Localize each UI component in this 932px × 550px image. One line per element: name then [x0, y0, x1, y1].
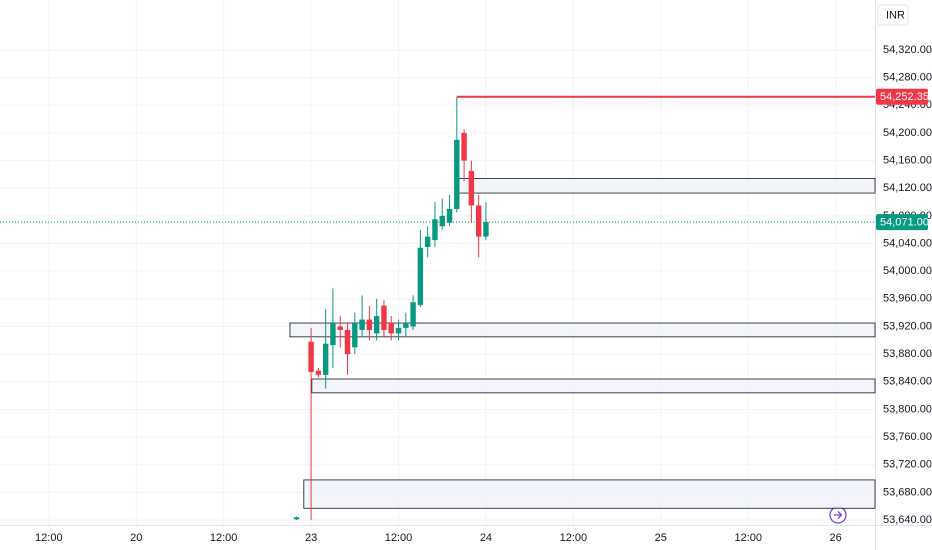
candle-body	[439, 215, 445, 227]
y-tick-label: 53,880.00	[883, 348, 932, 360]
x-tick-label: 12:00	[734, 532, 762, 544]
candle-body	[322, 343, 329, 375]
candle-body	[461, 132, 467, 161]
candle-body	[432, 219, 438, 241]
y-tick-label: 53,800.00	[883, 403, 932, 415]
candle-body	[403, 323, 409, 328]
candle-body	[308, 341, 314, 373]
candle-body	[352, 323, 358, 348]
candle-body	[468, 170, 475, 206]
candle-body	[373, 316, 380, 334]
candle-body	[483, 222, 489, 237]
candle-body	[293, 517, 300, 520]
y-tick-label: 53,840.00	[883, 376, 932, 388]
price-label-box	[876, 88, 928, 105]
zone	[311, 378, 876, 394]
zone	[456, 178, 876, 194]
candle-body	[388, 323, 394, 334]
y-tick-label: 53,760.00	[883, 431, 932, 443]
candle-body	[424, 236, 431, 247]
candle-body	[395, 327, 402, 334]
scroll-button[interactable]	[829, 506, 847, 524]
y-tick-label: 54,160.00	[883, 154, 932, 166]
currency-label[interactable]: INR	[886, 9, 905, 21]
candle-body	[381, 305, 387, 330]
x-tick-label: 12:00	[210, 532, 238, 544]
candle-body	[417, 247, 424, 306]
x-tick-label: 25	[655, 532, 667, 544]
candle-body	[344, 329, 351, 355]
x-tick-label: 24	[480, 532, 492, 544]
x-tick-label: 12:00	[560, 532, 588, 544]
y-tick-label: 54,280.00	[883, 72, 932, 84]
candle-body	[410, 302, 416, 327]
x-tick-label: 23	[305, 532, 317, 544]
y-tick-label: 54,200.00	[883, 127, 932, 139]
candle-body	[337, 326, 343, 330]
candle-body	[366, 319, 373, 330]
x-tick-label: 12:00	[385, 532, 413, 544]
y-tick-label: 54,320.00	[883, 44, 932, 56]
x-tick-label: 26	[830, 532, 842, 544]
price-label: 54,252.35	[880, 91, 929, 103]
candle-body	[315, 370, 322, 375]
y-tick-label: 53,720.00	[883, 459, 932, 471]
zone	[289, 322, 876, 338]
y-tick-label: 54,120.00	[883, 182, 932, 194]
y-tick-label: 53,920.00	[883, 320, 932, 332]
y-tick-label: 54,040.00	[883, 237, 932, 249]
x-tick-label: 20	[130, 532, 142, 544]
x-tick-label: 12:00	[35, 532, 63, 544]
y-tick-label: 53,640.00	[883, 514, 932, 526]
price-label: 54,071.00	[880, 217, 929, 229]
scroll-arrow[interactable]	[834, 511, 843, 519]
zone	[303, 479, 876, 509]
candle-body	[359, 319, 365, 330]
candle-body	[446, 208, 453, 223]
price-label-box	[876, 214, 928, 231]
y-tick-label: 53,680.00	[883, 486, 932, 498]
y-tick-label: 54,000.00	[883, 265, 932, 277]
candle-body	[475, 205, 482, 237]
candle-body	[454, 139, 460, 209]
y-tick-label: 53,960.00	[883, 293, 932, 305]
currency-box[interactable]	[877, 4, 909, 26]
candle-body	[330, 323, 336, 346]
